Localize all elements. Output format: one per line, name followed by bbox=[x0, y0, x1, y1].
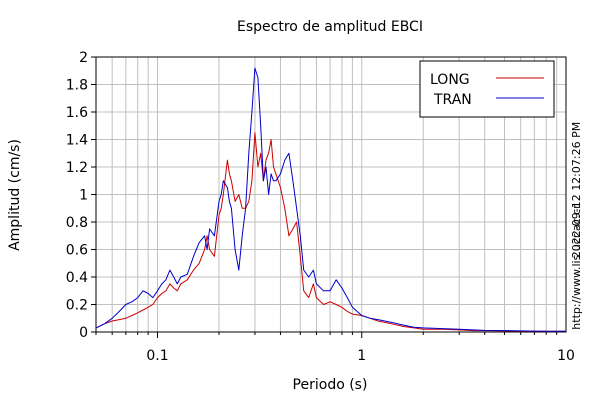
y-tick-label: 1 bbox=[79, 188, 88, 204]
series-line-long bbox=[95, 132, 566, 332]
y-tick-label: 1.2 bbox=[66, 160, 88, 176]
axis-ticks: 0 0.2 0.4 0.6 0.8 1 1.2 1.4 1.6 1.8 2 0.1 1 10 bbox=[66, 50, 575, 364]
grid bbox=[95, 56, 566, 333]
chart-title: Espectro de amplitud EBCI bbox=[237, 19, 423, 35]
source-url-label: http://www.lis.ucr.ac.cr bbox=[570, 204, 583, 330]
legend: LONG TRAN bbox=[419, 60, 555, 118]
legend-label-tran: TRAN bbox=[433, 92, 472, 108]
y-tick-label: 1.6 bbox=[66, 105, 88, 121]
x-axis-label: Periodo (s) bbox=[293, 377, 368, 393]
series-group bbox=[95, 67, 567, 332]
x-tick-label: 1 bbox=[357, 348, 366, 364]
y-tick-label: 2 bbox=[79, 50, 88, 66]
legend-box bbox=[419, 60, 555, 118]
y-tick-label: 0.6 bbox=[66, 243, 88, 259]
series-line-tran bbox=[95, 67, 567, 332]
y-axis-label: Amplitud (cm/s) bbox=[7, 139, 23, 251]
timestamp-label: 2022-09-12 12:07:26 PM bbox=[570, 122, 583, 258]
y-tick-label: 0.8 bbox=[66, 215, 88, 231]
legend-label-long: LONG bbox=[430, 72, 470, 88]
y-tick-label: 0 bbox=[79, 325, 88, 341]
y-tick-label: 0.4 bbox=[66, 270, 88, 286]
x-tick-label: 0.1 bbox=[146, 348, 168, 364]
y-tick-label: 1.4 bbox=[66, 133, 88, 149]
x-tick-label: 10 bbox=[557, 348, 575, 364]
y-tick-label: 1.8 bbox=[66, 78, 88, 94]
y-tick-label: 0.2 bbox=[66, 298, 88, 314]
